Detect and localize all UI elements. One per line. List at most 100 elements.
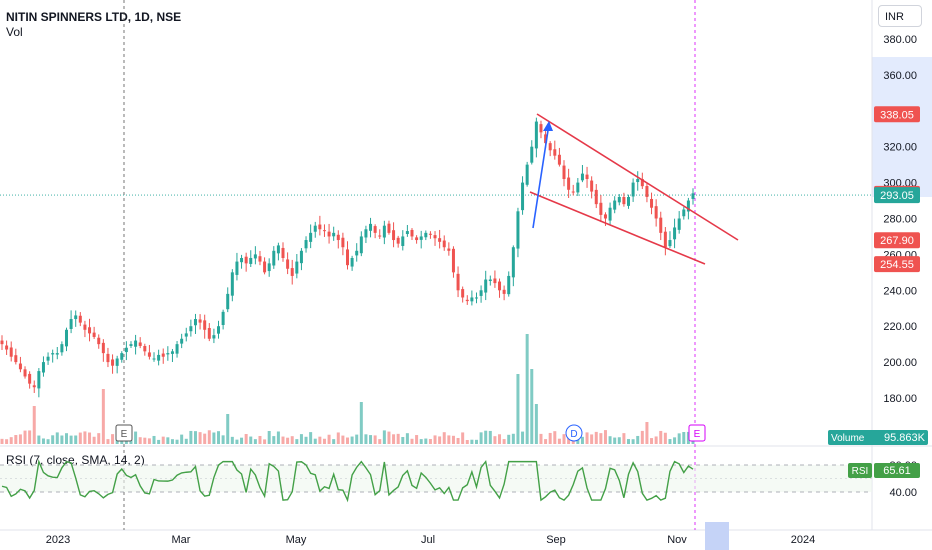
volume-bar bbox=[78, 432, 82, 444]
volume-bar bbox=[97, 433, 101, 444]
candle-body bbox=[419, 236, 423, 240]
price-axis-highlight bbox=[872, 57, 932, 197]
volume-bar bbox=[484, 430, 488, 444]
volume-bar bbox=[502, 439, 506, 444]
volume-bar bbox=[281, 436, 285, 444]
event-marker-letter: E bbox=[121, 429, 128, 440]
y-tick-label: 240.00 bbox=[883, 285, 917, 297]
rsi-badge-label-bg bbox=[848, 463, 872, 478]
candle-body bbox=[124, 347, 128, 353]
candle-body bbox=[226, 293, 230, 310]
volume-bar bbox=[5, 439, 9, 444]
volume-bar bbox=[267, 430, 271, 444]
volume-bar bbox=[309, 432, 313, 444]
volume-badge-label: Volume bbox=[831, 433, 865, 444]
candle-body bbox=[207, 328, 211, 339]
candle-body bbox=[276, 245, 280, 254]
volume-bar bbox=[230, 436, 234, 444]
volume-bar bbox=[677, 433, 681, 444]
price-label-badge bbox=[874, 106, 920, 123]
volume-bar bbox=[166, 437, 170, 444]
candle-body bbox=[189, 326, 193, 332]
candle-body bbox=[350, 257, 354, 267]
candle-body bbox=[645, 186, 649, 197]
volume-bar bbox=[654, 436, 658, 444]
volume-bar bbox=[111, 434, 115, 444]
candle-body bbox=[88, 327, 92, 334]
candle-body bbox=[659, 217, 663, 233]
volume-bar bbox=[286, 437, 290, 444]
volume-bar bbox=[60, 435, 64, 444]
event-marker-letter: E bbox=[694, 429, 701, 440]
candle-body bbox=[170, 351, 174, 354]
trend-arrow-head bbox=[543, 121, 553, 131]
x-tick-label: May bbox=[286, 534, 307, 546]
volume-bar bbox=[64, 433, 68, 444]
volume-bar bbox=[470, 439, 474, 444]
volume-bar bbox=[682, 432, 686, 444]
volume-bar bbox=[544, 439, 548, 444]
candle-body bbox=[622, 197, 626, 205]
dividend-marker bbox=[565, 424, 583, 442]
candle-body bbox=[78, 315, 82, 323]
candle-body bbox=[507, 275, 511, 295]
volume-bar bbox=[479, 432, 483, 444]
trendline-upper bbox=[536, 113, 739, 241]
candle-body bbox=[479, 290, 483, 296]
candle-body bbox=[281, 247, 285, 258]
candle-body bbox=[673, 227, 677, 240]
rsi-tick-label: 40.00 bbox=[889, 487, 917, 499]
candle-body bbox=[465, 299, 469, 302]
volume-bar bbox=[240, 437, 244, 444]
volume-bar bbox=[322, 438, 326, 444]
volume-bar bbox=[401, 437, 405, 444]
candle-body bbox=[313, 225, 317, 232]
volume-bar bbox=[175, 439, 179, 444]
volume-bar bbox=[106, 439, 110, 444]
candle-body bbox=[166, 353, 170, 355]
volume-bar bbox=[650, 438, 654, 444]
y-tick-label: 220.00 bbox=[883, 321, 917, 333]
volume-bar bbox=[253, 439, 257, 444]
candle-body bbox=[83, 324, 87, 330]
candle-body bbox=[23, 369, 27, 377]
candle-body bbox=[286, 259, 290, 269]
x-tick-label: 2023 bbox=[46, 534, 70, 546]
volume-bar bbox=[138, 437, 142, 444]
y-tick-label: 380.00 bbox=[883, 34, 917, 46]
price-label-badge bbox=[874, 187, 920, 204]
volume-bar bbox=[193, 431, 197, 444]
candle-body bbox=[691, 193, 695, 199]
candle-body bbox=[180, 338, 184, 344]
volume-bar bbox=[134, 431, 138, 444]
candle-body bbox=[493, 278, 497, 284]
volume-bar bbox=[387, 431, 391, 444]
volume-bar bbox=[189, 430, 193, 444]
volume-bar bbox=[212, 432, 216, 444]
volume-bar bbox=[686, 431, 690, 444]
price-label-badge bbox=[874, 232, 920, 249]
volume-bar bbox=[521, 431, 525, 444]
candle-body bbox=[147, 352, 151, 357]
candle-body bbox=[92, 332, 96, 337]
candle-body bbox=[217, 326, 221, 334]
candle-body bbox=[369, 223, 373, 231]
candle-body bbox=[230, 272, 234, 296]
volume-bar bbox=[525, 334, 529, 444]
candle-body bbox=[590, 180, 594, 192]
candle-body bbox=[157, 354, 161, 361]
candle-body bbox=[18, 363, 22, 370]
candle-body bbox=[599, 202, 603, 215]
candle-body bbox=[111, 359, 115, 366]
candle-body bbox=[534, 121, 538, 149]
volume-bar bbox=[304, 436, 308, 444]
candle-body bbox=[198, 319, 202, 323]
candle-body bbox=[488, 279, 492, 281]
candle-body bbox=[359, 236, 363, 254]
volume-bar bbox=[567, 437, 571, 444]
volume-bar bbox=[203, 433, 207, 444]
candle-body bbox=[663, 231, 667, 248]
volume-bar bbox=[613, 437, 617, 444]
currency-button[interactable]: INR bbox=[878, 5, 922, 27]
